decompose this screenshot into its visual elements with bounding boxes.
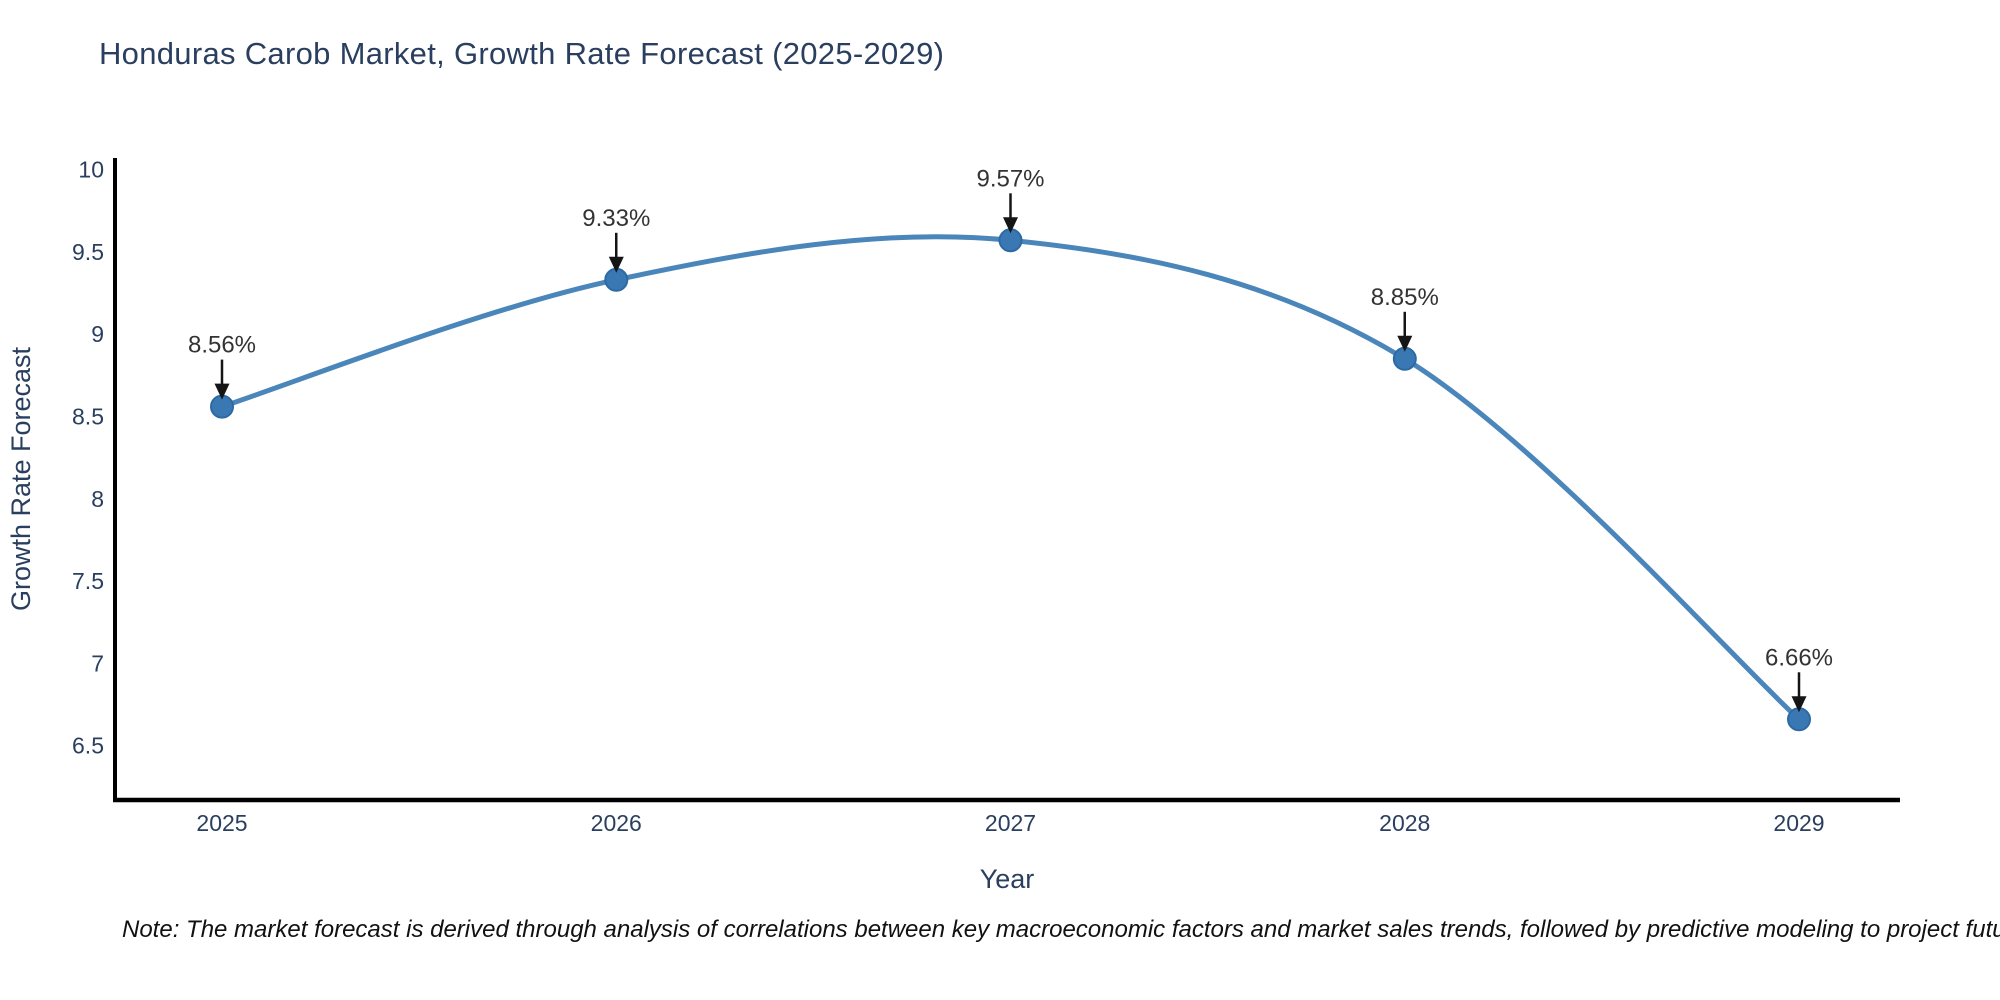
- annotation-arrowhead-icon: [608, 256, 624, 273]
- y-tick-label: 8: [91, 486, 104, 512]
- y-tick-label: 9.5: [72, 239, 104, 265]
- y-axis-title: Growth Rate Forecast: [6, 346, 36, 611]
- footnote: Note: The market forecast is derived thr…: [122, 916, 2000, 943]
- x-tick-label: 2025: [196, 810, 247, 836]
- series-layer: [210, 228, 1811, 732]
- y-tick-label: 7.5: [72, 568, 104, 594]
- annotation-arrowhead-icon: [1397, 335, 1413, 352]
- annotation-arrowhead-icon: [1003, 217, 1018, 234]
- x-tick-label: 2028: [1379, 810, 1430, 836]
- point-value-label: 8.56%: [188, 332, 256, 359]
- annotation-layer: 8.56% 9.33% 9.57% 8.85% 6.66%: [188, 165, 1833, 713]
- x-tick-label: 2027: [985, 810, 1036, 836]
- y-tick-label: 10: [78, 157, 104, 183]
- axes-layer: 6.5 7 7.5 8 8.5 9 9.5 10 2025 2026 2027 2028 2029: [72, 157, 1900, 836]
- chart-title: Honduras Carob Market, Growth Rate Forec…: [99, 36, 945, 71]
- y-tick-label: 8.5: [72, 403, 104, 429]
- annotation-arrowhead-icon: [1791, 696, 1807, 713]
- forecast-line: [219, 234, 1802, 722]
- point-value-label: 9.57%: [976, 165, 1044, 192]
- y-tick-label: 9: [91, 321, 104, 347]
- y-tick-label: 7: [91, 650, 104, 676]
- annotation-arrowhead-icon: [214, 383, 230, 400]
- point-value-label: 8.85%: [1371, 284, 1439, 311]
- x-tick-label: 2026: [591, 810, 642, 836]
- point-value-label: 6.66%: [1765, 644, 1833, 671]
- y-tick-label: 6.5: [72, 733, 104, 759]
- point-value-label: 9.33%: [582, 205, 650, 232]
- x-tick-label: 2029: [1773, 810, 1824, 836]
- x-axis-title: Year: [980, 864, 1035, 894]
